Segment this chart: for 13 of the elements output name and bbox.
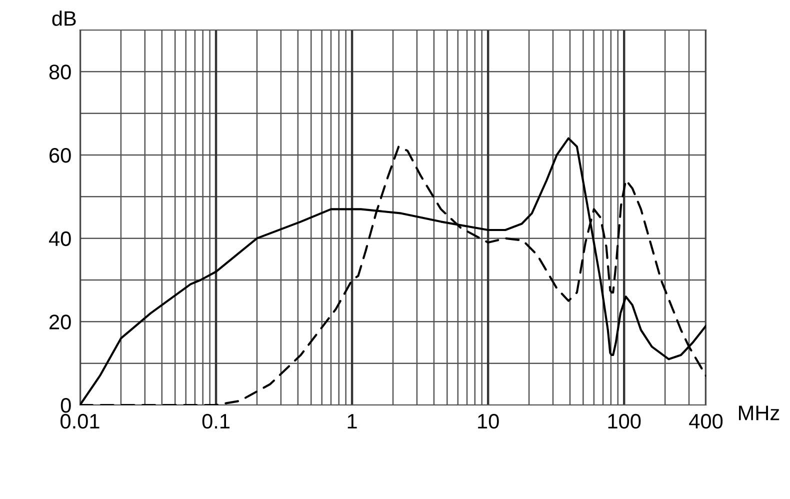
y-tick-label: 20 bbox=[50, 314, 71, 330]
x-axis-title: MHz bbox=[739, 406, 780, 420]
y-tick-label: 60 bbox=[50, 148, 71, 163]
x-tick-label: 10 bbox=[478, 414, 499, 429]
y-tick-label: 0 bbox=[60, 398, 71, 413]
x-tick-label: 0.1 bbox=[202, 414, 230, 429]
y-tick-label: 40 bbox=[48, 231, 71, 246]
y-axis-title: dB bbox=[52, 10, 76, 26]
y-tick-label: 80 bbox=[49, 64, 71, 80]
x-tick-label: 100 bbox=[608, 414, 641, 429]
x-tick-label: 1 bbox=[348, 414, 357, 428]
x-tick-label: 0.01 bbox=[60, 414, 100, 429]
x-tick-label: 400 bbox=[689, 414, 723, 429]
